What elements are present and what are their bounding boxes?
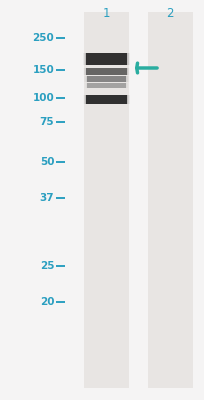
Bar bbox=[86, 95, 126, 104]
Bar bbox=[83, 76, 129, 82]
Bar bbox=[86, 76, 126, 82]
Bar bbox=[84, 53, 128, 65]
Bar bbox=[84, 76, 128, 82]
Bar bbox=[85, 53, 127, 65]
Text: 250: 250 bbox=[32, 33, 54, 43]
Bar bbox=[147, 12, 192, 388]
Bar bbox=[83, 68, 129, 75]
Bar bbox=[85, 68, 127, 75]
Bar bbox=[85, 53, 127, 65]
Bar bbox=[87, 83, 125, 88]
Bar bbox=[86, 83, 126, 88]
Text: 150: 150 bbox=[32, 65, 54, 75]
Text: 100: 100 bbox=[32, 93, 54, 103]
Bar bbox=[84, 12, 129, 388]
Bar bbox=[84, 76, 128, 82]
Bar bbox=[86, 76, 126, 82]
Bar bbox=[86, 68, 126, 75]
Text: 75: 75 bbox=[40, 117, 54, 127]
Bar bbox=[85, 95, 127, 104]
Text: 37: 37 bbox=[40, 193, 54, 203]
Bar bbox=[86, 83, 126, 88]
Bar bbox=[86, 95, 126, 104]
Bar bbox=[84, 95, 128, 104]
Bar bbox=[85, 53, 127, 65]
Text: 25: 25 bbox=[40, 261, 54, 271]
Bar bbox=[85, 76, 127, 82]
Bar bbox=[84, 68, 128, 75]
Bar bbox=[84, 83, 128, 88]
Bar bbox=[85, 68, 128, 75]
Bar bbox=[84, 53, 129, 65]
Bar bbox=[83, 68, 129, 75]
Bar bbox=[84, 83, 128, 88]
Bar bbox=[83, 95, 129, 104]
Text: 1: 1 bbox=[102, 7, 110, 20]
Bar bbox=[84, 95, 128, 104]
Bar bbox=[83, 95, 130, 104]
Bar bbox=[82, 53, 130, 65]
Bar bbox=[86, 68, 126, 75]
Text: 2: 2 bbox=[166, 7, 173, 20]
Bar bbox=[85, 83, 127, 88]
Bar bbox=[83, 53, 129, 65]
Text: 20: 20 bbox=[40, 297, 54, 307]
Bar bbox=[87, 83, 125, 88]
Text: 50: 50 bbox=[40, 157, 54, 167]
Bar bbox=[86, 76, 126, 82]
